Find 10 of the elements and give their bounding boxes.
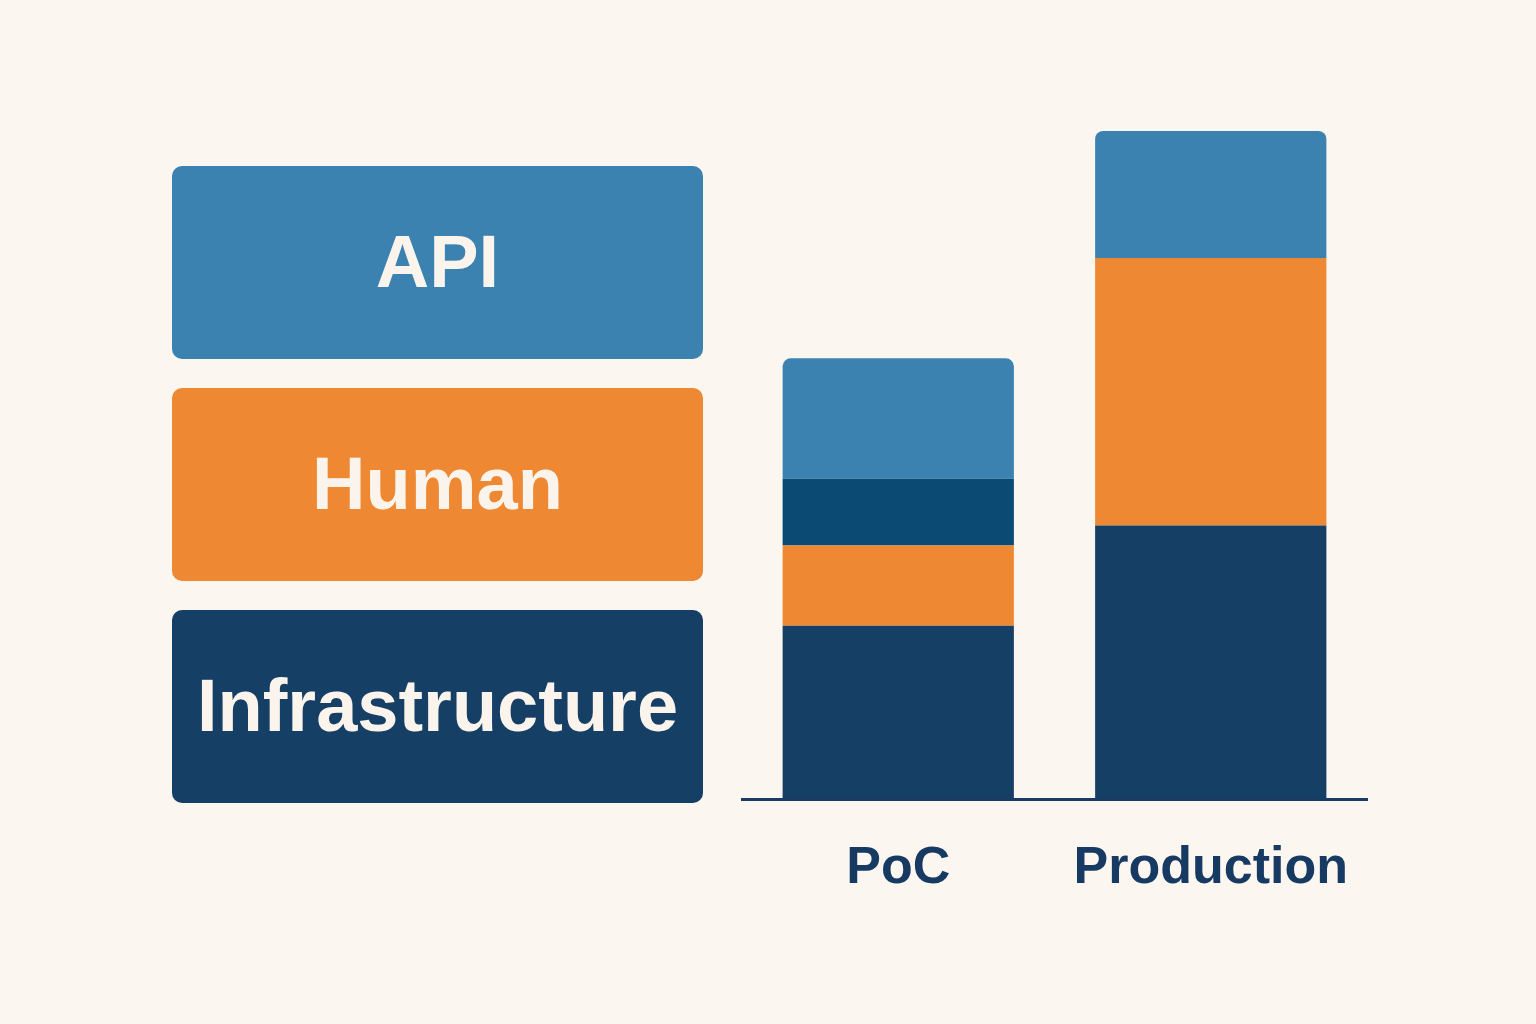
bar: [782, 545, 1014, 626]
series-label: Infrastructure: [196, 664, 679, 748]
bar: [1095, 258, 1327, 526]
text: API: [375, 220, 500, 304]
bar: [782, 358, 1014, 479]
x-tick-label: Production: [1073, 836, 1348, 895]
bar: [1095, 131, 1327, 259]
x-tick-label: PoC: [846, 836, 951, 895]
text: Human: [312, 442, 563, 526]
bar: [782, 478, 1014, 546]
